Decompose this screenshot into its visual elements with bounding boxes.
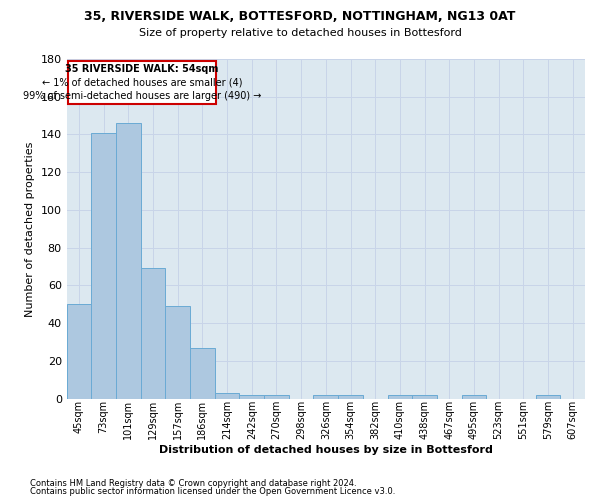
Bar — [388, 395, 412, 398]
Text: 99% of semi-detached houses are larger (490) →: 99% of semi-detached houses are larger (… — [23, 91, 261, 101]
Bar — [91, 132, 116, 398]
Text: 35 RIVERSIDE WALK: 54sqm: 35 RIVERSIDE WALK: 54sqm — [65, 64, 218, 74]
Bar — [67, 304, 91, 398]
Bar — [536, 395, 560, 398]
Bar — [116, 123, 141, 398]
Bar — [461, 395, 486, 398]
Bar — [190, 348, 215, 399]
Bar — [313, 395, 338, 398]
X-axis label: Distribution of detached houses by size in Bottesford: Distribution of detached houses by size … — [159, 445, 493, 455]
Bar — [412, 395, 437, 398]
Y-axis label: Number of detached properties: Number of detached properties — [25, 141, 35, 316]
Bar — [338, 395, 363, 398]
Bar — [215, 393, 239, 398]
Text: Size of property relative to detached houses in Bottesford: Size of property relative to detached ho… — [139, 28, 461, 38]
FancyBboxPatch shape — [68, 61, 216, 104]
Text: Contains public sector information licensed under the Open Government Licence v3: Contains public sector information licen… — [30, 487, 395, 496]
Bar — [239, 395, 264, 398]
Text: ← 1% of detached houses are smaller (4): ← 1% of detached houses are smaller (4) — [41, 78, 242, 88]
Text: 35, RIVERSIDE WALK, BOTTESFORD, NOTTINGHAM, NG13 0AT: 35, RIVERSIDE WALK, BOTTESFORD, NOTTINGH… — [85, 10, 515, 23]
Bar — [166, 306, 190, 398]
Bar — [264, 395, 289, 398]
Text: Contains HM Land Registry data © Crown copyright and database right 2024.: Contains HM Land Registry data © Crown c… — [30, 478, 356, 488]
Bar — [141, 268, 166, 398]
